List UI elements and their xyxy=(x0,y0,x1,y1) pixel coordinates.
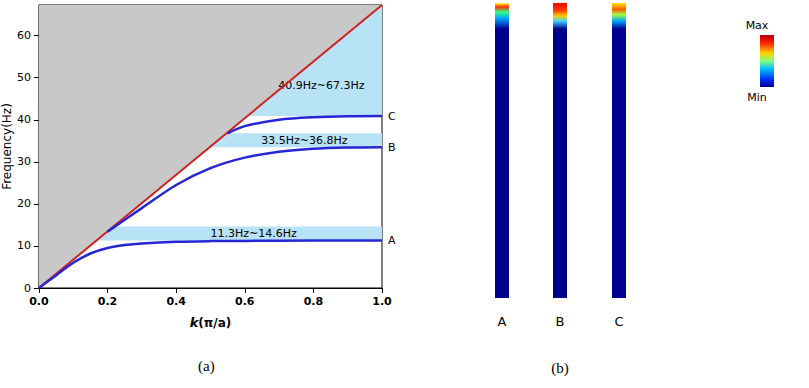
svg-text:Frequency(Hz): Frequency(Hz) xyxy=(0,103,14,190)
svg-text:0.2: 0.2 xyxy=(98,295,118,308)
svg-text:50: 50 xyxy=(17,71,31,84)
svg-text:C: C xyxy=(388,110,396,123)
svg-text:Min: Min xyxy=(747,91,767,104)
svg-text:(b): (b) xyxy=(551,360,569,377)
svg-text:B: B xyxy=(388,141,396,154)
svg-text:0.4: 0.4 xyxy=(166,295,186,308)
svg-text:11.3Hz~14.6Hz: 11.3Hz~14.6Hz xyxy=(210,227,297,240)
svg-text:1.0: 1.0 xyxy=(372,295,392,308)
svg-text:A: A xyxy=(388,234,396,247)
svg-text:30: 30 xyxy=(17,155,31,168)
svg-text:(π/a): (π/a) xyxy=(198,316,231,330)
svg-text:k: k xyxy=(189,315,199,330)
svg-text:Max: Max xyxy=(746,19,769,32)
svg-text:A: A xyxy=(498,314,507,329)
svg-text:0.0: 0.0 xyxy=(29,295,49,308)
svg-text:C: C xyxy=(614,314,623,329)
svg-text:0.8: 0.8 xyxy=(304,295,324,308)
svg-text:33.5Hz~36.8Hz: 33.5Hz~36.8Hz xyxy=(261,134,348,147)
svg-text:0: 0 xyxy=(24,282,31,295)
svg-text:20: 20 xyxy=(17,197,31,210)
svg-text:B: B xyxy=(556,314,565,329)
svg-text:(a): (a) xyxy=(198,358,215,375)
svg-text:10: 10 xyxy=(17,239,31,252)
svg-text:40: 40 xyxy=(17,113,31,126)
svg-text:60: 60 xyxy=(17,29,31,42)
svg-text:0.6: 0.6 xyxy=(235,295,255,308)
svg-text:40.9Hz~67.3Hz: 40.9Hz~67.3Hz xyxy=(278,79,365,92)
